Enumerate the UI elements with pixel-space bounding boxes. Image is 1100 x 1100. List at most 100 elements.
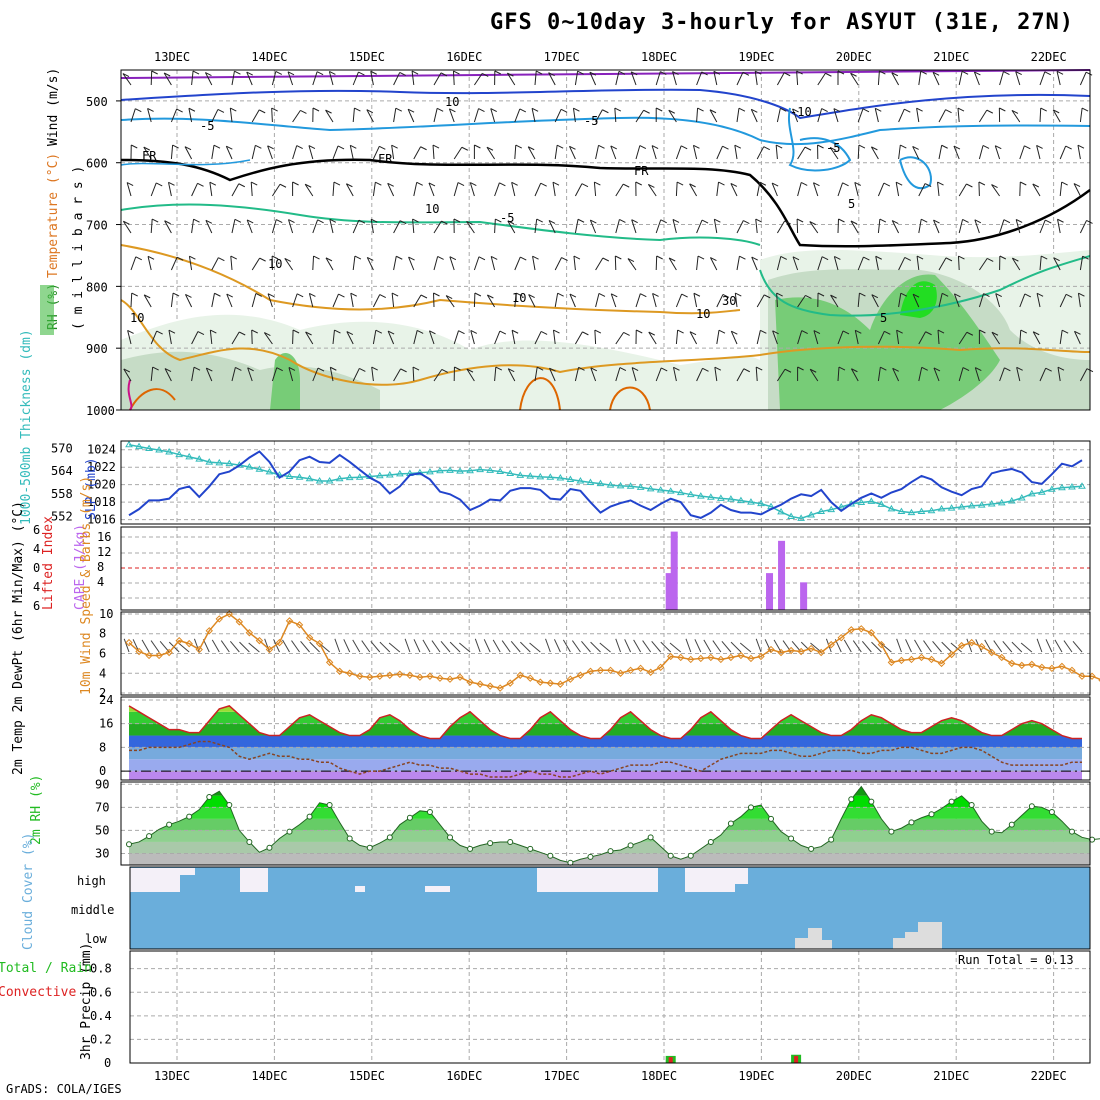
wind-speed-point	[837, 633, 845, 642]
wind-barb-flag	[511, 181, 518, 186]
wind-barb	[292, 293, 298, 308]
thickness-point	[476, 465, 484, 473]
wind-barb-flag	[1085, 71, 1093, 76]
contour-label: FR	[378, 152, 393, 166]
wind-barb-flag	[961, 70, 969, 75]
wind-barb	[490, 108, 496, 123]
wind-barb	[1011, 110, 1021, 123]
credit-label: GrADS: COLA/IGES	[6, 1082, 122, 1096]
precip-conv-bar	[794, 1055, 799, 1063]
wind-barb	[817, 108, 823, 123]
surface-wind-barb	[178, 642, 190, 653]
wind-axis-label: 10m Wind Speed & Barbs (m/s)	[79, 476, 94, 695]
wind-barb-flag	[445, 295, 453, 299]
surface-wind-barb	[571, 640, 581, 653]
wind-barb	[736, 368, 745, 382]
wind-barb	[574, 71, 579, 86]
wind-barb	[877, 219, 881, 234]
wind-barb	[595, 145, 599, 160]
wind-barb-flag	[833, 108, 841, 113]
wind-barb	[1079, 72, 1087, 86]
wind-barb-flag	[416, 329, 424, 334]
wind-speed-point	[626, 666, 635, 675]
wind-barb	[1039, 107, 1042, 123]
surface-wind-barb	[721, 640, 732, 653]
wind-barb-flag	[879, 70, 886, 75]
wind-barb	[829, 147, 839, 160]
wind-barb-flag	[168, 329, 176, 334]
y-tick-label-li: 0	[33, 561, 40, 575]
thickness-point	[757, 499, 765, 507]
thickness-point	[887, 504, 896, 512]
thickness-point	[546, 473, 555, 480]
surface-wind-barb	[1036, 638, 1043, 653]
wind-barb-flag	[884, 330, 891, 335]
wind-barb-flag	[379, 145, 386, 150]
thickness-point	[656, 486, 665, 493]
wind-barb-flag	[258, 109, 266, 114]
wind-speed-point	[957, 641, 966, 650]
wind-barb	[736, 72, 744, 86]
wind-barb	[751, 256, 758, 271]
wind-speed-point	[506, 679, 514, 687]
thickness-point	[486, 466, 495, 473]
y-tick-label-cape: 8	[97, 560, 104, 574]
wind-barb	[1056, 71, 1061, 86]
wind-barb	[1052, 109, 1061, 123]
surface-wind-barb	[159, 640, 170, 653]
wind-speed-point	[897, 656, 906, 665]
wind-speed-point	[155, 651, 163, 660]
surface-wind-barb	[248, 642, 260, 653]
thickness-point	[1068, 483, 1076, 490]
wind-barb-flag	[594, 181, 601, 186]
wind-barb-flag	[288, 219, 295, 224]
wind-barb-flag	[636, 329, 643, 334]
wind-barb	[932, 72, 940, 86]
thickness-point	[245, 463, 254, 470]
wind-barb-flag	[879, 218, 887, 223]
wind-barb-flag	[999, 255, 1007, 260]
wind-barb-flag	[680, 145, 688, 150]
wind-barb	[532, 256, 536, 271]
wind-speed-point	[917, 653, 926, 662]
wind-barb	[325, 257, 334, 271]
x-tick-label-top: 13DEC	[154, 50, 190, 64]
wind-barb-flag	[441, 220, 448, 225]
wind-barb-flag	[1036, 144, 1043, 149]
wind-barb-flag	[611, 293, 618, 298]
wind-barb	[817, 256, 823, 271]
wind-barb-flag	[508, 368, 515, 373]
surface-wind-barb	[282, 639, 290, 653]
wind-barb-flag	[246, 71, 253, 76]
wind-barb-flag	[482, 72, 489, 77]
surface-wind-barb	[599, 642, 611, 653]
wind-barb	[433, 108, 438, 123]
wind-barb-flag	[1057, 366, 1065, 371]
thickness-point	[205, 458, 214, 465]
wind-barb	[288, 367, 294, 382]
wind-speed-point	[406, 671, 414, 679]
contour-line	[899, 156, 932, 190]
wind-barb-flag	[420, 294, 428, 299]
wind-barb	[231, 71, 235, 86]
wind-barb-flag	[859, 292, 866, 297]
wind-barb	[933, 219, 940, 234]
y-tick-label-slp: 1020	[87, 478, 116, 492]
wind-barb-flag	[796, 218, 804, 223]
surface-wind-barb	[510, 640, 521, 653]
wind-barb	[345, 183, 354, 197]
wind-barb	[652, 293, 657, 308]
wind-barb	[755, 366, 758, 382]
wind-barb-flag	[507, 72, 514, 77]
wind-barb	[615, 183, 624, 197]
wind-barb	[938, 293, 943, 308]
wind-barb-flag	[622, 183, 630, 188]
precip-conv-label: Convective	[0, 985, 76, 1000]
wind-barb-flag	[1032, 183, 1040, 188]
wind-barb-flag	[755, 70, 762, 75]
wind-barb-flag	[731, 330, 738, 335]
wind-barb	[857, 144, 860, 160]
x-tick-label-bottom: 17DEC	[544, 1069, 580, 1083]
slp-chart: 1024 1022 1020 1018 1016 570 564 558 552 SLP (mb)…	[19, 329, 1091, 527]
wind-barb	[527, 146, 536, 160]
